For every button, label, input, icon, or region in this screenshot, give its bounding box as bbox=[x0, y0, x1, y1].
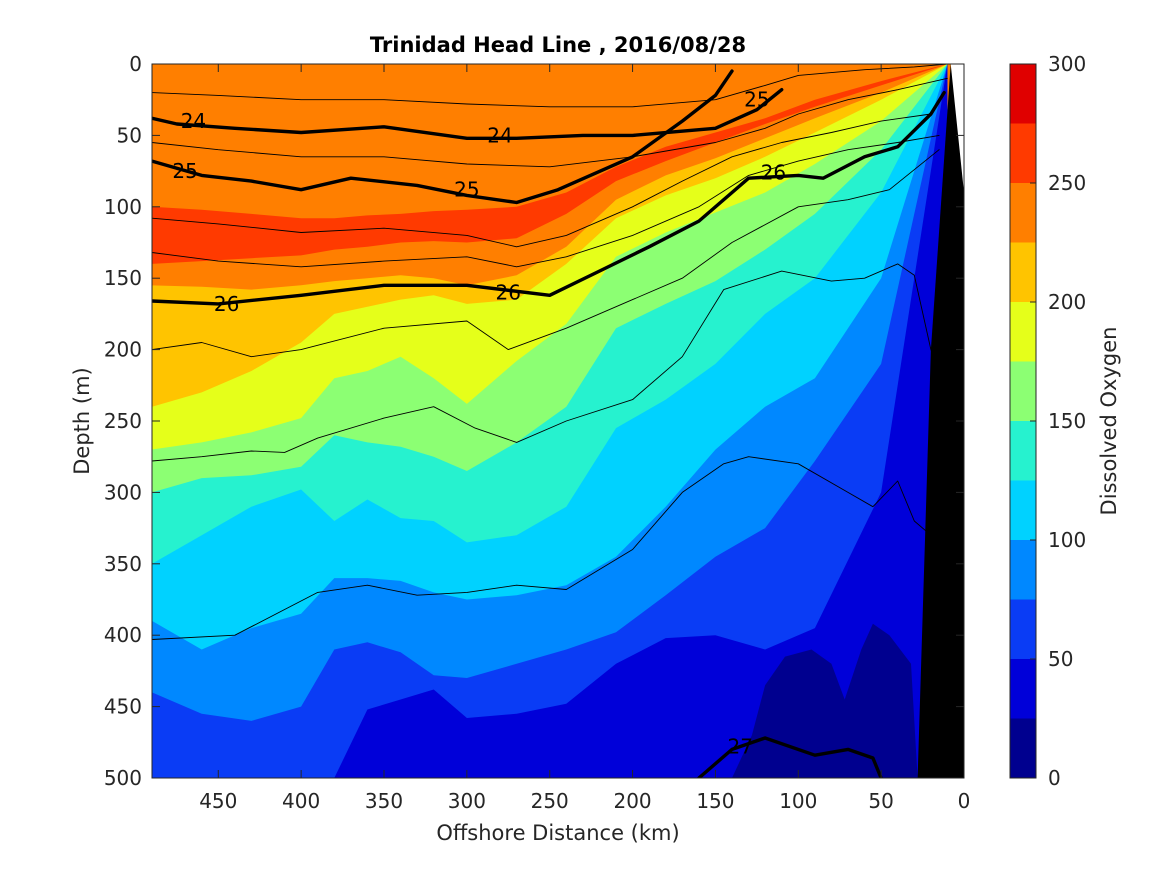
colorbar-label: Dissolved Oxygen bbox=[1097, 327, 1121, 516]
contour-label-25: 25 bbox=[172, 159, 197, 183]
x-tick-label: 100 bbox=[779, 789, 817, 813]
y-tick-label: 100 bbox=[104, 195, 142, 219]
y-tick-label: 50 bbox=[117, 123, 142, 147]
x-tick-label: 50 bbox=[868, 789, 893, 813]
colorbar-tick-label: 150 bbox=[1048, 409, 1086, 433]
y-tick-label: 250 bbox=[104, 409, 142, 433]
density-contour-thin-9 bbox=[152, 263, 940, 462]
oxygen-field bbox=[152, 64, 964, 778]
y-tick-label: 350 bbox=[104, 552, 142, 576]
density-contour-24 bbox=[152, 87, 784, 141]
colorbar-swatch bbox=[1010, 421, 1036, 481]
contour-label-24: 24 bbox=[487, 123, 512, 147]
y-axis-label: Depth (m) bbox=[70, 367, 94, 474]
coast-wedge bbox=[950, 64, 964, 193]
density-contour-26 bbox=[152, 90, 946, 306]
colorbar-swatch bbox=[1010, 659, 1036, 719]
density-contour-thin-8 bbox=[152, 149, 940, 358]
colorbar-tick-label: 200 bbox=[1048, 290, 1086, 314]
colorbar-swatch bbox=[1010, 183, 1036, 243]
x-tick-label: 400 bbox=[282, 789, 320, 813]
x-tick-label: 150 bbox=[696, 789, 734, 813]
density-contour-thin-6 bbox=[152, 113, 932, 248]
contour-labels: 24 24 25 25 25 26 26 26 27 bbox=[172, 88, 786, 759]
density-contours bbox=[152, 64, 948, 778]
contour-label-24: 24 bbox=[181, 109, 206, 133]
colorbar-tick-label: 250 bbox=[1048, 171, 1086, 195]
density-contour-thin-10 bbox=[152, 456, 940, 640]
colorbar-swatch bbox=[1010, 361, 1036, 421]
x-tick-label: 300 bbox=[448, 789, 486, 813]
oxygen-zone-62 bbox=[152, 64, 948, 778]
colorbar-tick-label: 50 bbox=[1048, 647, 1073, 671]
y-tick-label: 150 bbox=[104, 266, 142, 290]
y-tick-label: 450 bbox=[104, 695, 142, 719]
y-tick-label: 200 bbox=[104, 338, 142, 362]
x-tick-label: 0 bbox=[958, 789, 971, 813]
colorbar-swatch bbox=[1010, 123, 1036, 183]
x-tick-label: 200 bbox=[613, 789, 651, 813]
density-contour-thin-4 bbox=[152, 64, 948, 108]
colorbar-tick-label: 300 bbox=[1048, 52, 1086, 76]
x-tick-label: 250 bbox=[531, 789, 569, 813]
y-tick-label: 0 bbox=[129, 52, 142, 76]
density-contour-25 bbox=[152, 69, 734, 205]
density-contour-27 bbox=[697, 736, 883, 778]
colorbar-swatch bbox=[1010, 302, 1036, 362]
contour-label-26: 26 bbox=[496, 280, 521, 304]
colorbar-swatch bbox=[1010, 540, 1036, 600]
x-tick-label: 450 bbox=[199, 789, 237, 813]
contour-label-25: 25 bbox=[744, 88, 769, 112]
y-tick-label: 500 bbox=[104, 766, 142, 790]
x-axis: 450 400 350 300 250 200 150 100 50 0 bbox=[199, 64, 970, 813]
y-axis: 0 50 100 150 200 250 300 350 400 450 500 bbox=[104, 52, 964, 790]
colorbar-swatch bbox=[1010, 242, 1036, 302]
contour-label-27: 27 bbox=[728, 735, 753, 759]
oxygen-deep-zone bbox=[732, 623, 918, 778]
x-axis-label: Offshore Distance (km) bbox=[436, 821, 679, 845]
y-tick-label: 300 bbox=[104, 480, 142, 504]
density-contour-thin-7 bbox=[152, 134, 940, 268]
contour-label-26: 26 bbox=[761, 161, 786, 185]
contour-label-26: 26 bbox=[214, 292, 239, 316]
colorbar-swatch bbox=[1010, 718, 1036, 778]
colorbar-swatch bbox=[1010, 480, 1036, 540]
y-tick-label: 400 bbox=[104, 623, 142, 647]
density-contour-thin-5 bbox=[152, 77, 948, 168]
colorbar: 0 50 100 150 200 250 300 bbox=[1009, 52, 1086, 790]
colorbar-tick-label: 0 bbox=[1048, 766, 1061, 790]
chart-title: Trinidad Head Line , 2016/08/28 bbox=[370, 33, 746, 57]
seafloor-shape bbox=[917, 64, 964, 778]
contour-label-25: 25 bbox=[454, 178, 479, 202]
colorbar-tick-label: 100 bbox=[1048, 528, 1086, 552]
x-tick-label: 350 bbox=[365, 789, 403, 813]
colorbar-swatch bbox=[1010, 599, 1036, 659]
colorbar-swatch bbox=[1010, 64, 1036, 124]
